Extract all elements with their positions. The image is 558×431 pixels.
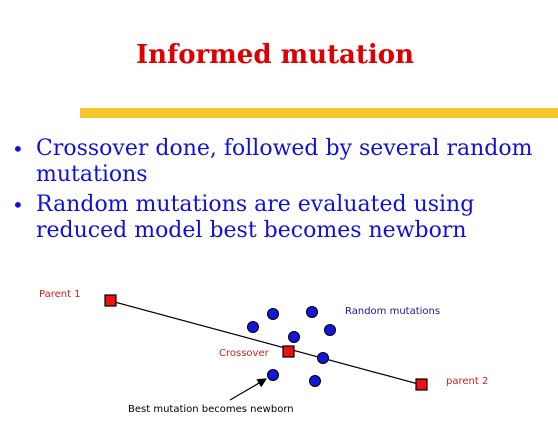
bullet-item: • Random mutations are evaluated using r…: [10, 192, 555, 244]
mutation-point: [325, 325, 336, 336]
parent2-label: parent 2: [446, 376, 488, 387]
bullet-dot-icon: •: [12, 136, 24, 162]
crossover-label: Crossover: [219, 348, 270, 359]
best-mutation-point: [268, 370, 279, 381]
crossover-marker: [283, 346, 294, 357]
mutation-point: [310, 376, 321, 387]
best-mutation-label: Best mutation becomes newborn: [128, 404, 294, 415]
mutation-point: [268, 309, 279, 320]
bullet-text: Crossover done, followed by several rand…: [36, 136, 532, 187]
mutation-point: [289, 332, 300, 343]
mutation-point: [248, 322, 259, 333]
slide-title: Informed mutation: [0, 40, 550, 70]
best-mutation-arrow: [230, 379, 266, 400]
bullet-text: Random mutations are evaluated using red…: [36, 192, 474, 243]
bullet-list: • Crossover done, followed by several ra…: [10, 136, 555, 248]
mutation-point: [318, 353, 329, 364]
parent1-marker: [105, 295, 116, 306]
mutation-diagram: Parent 1 parent 2 Crossover Random mutat…: [0, 260, 558, 431]
mutation-point: [307, 307, 318, 318]
bullet-dot-icon: •: [12, 192, 24, 218]
random-mutations-label: Random mutations: [345, 306, 440, 317]
title-underline-bar: [80, 108, 558, 118]
bullet-item: • Crossover done, followed by several ra…: [10, 136, 555, 188]
parent2-marker: [416, 379, 427, 390]
parent1-label: Parent 1: [39, 289, 81, 300]
